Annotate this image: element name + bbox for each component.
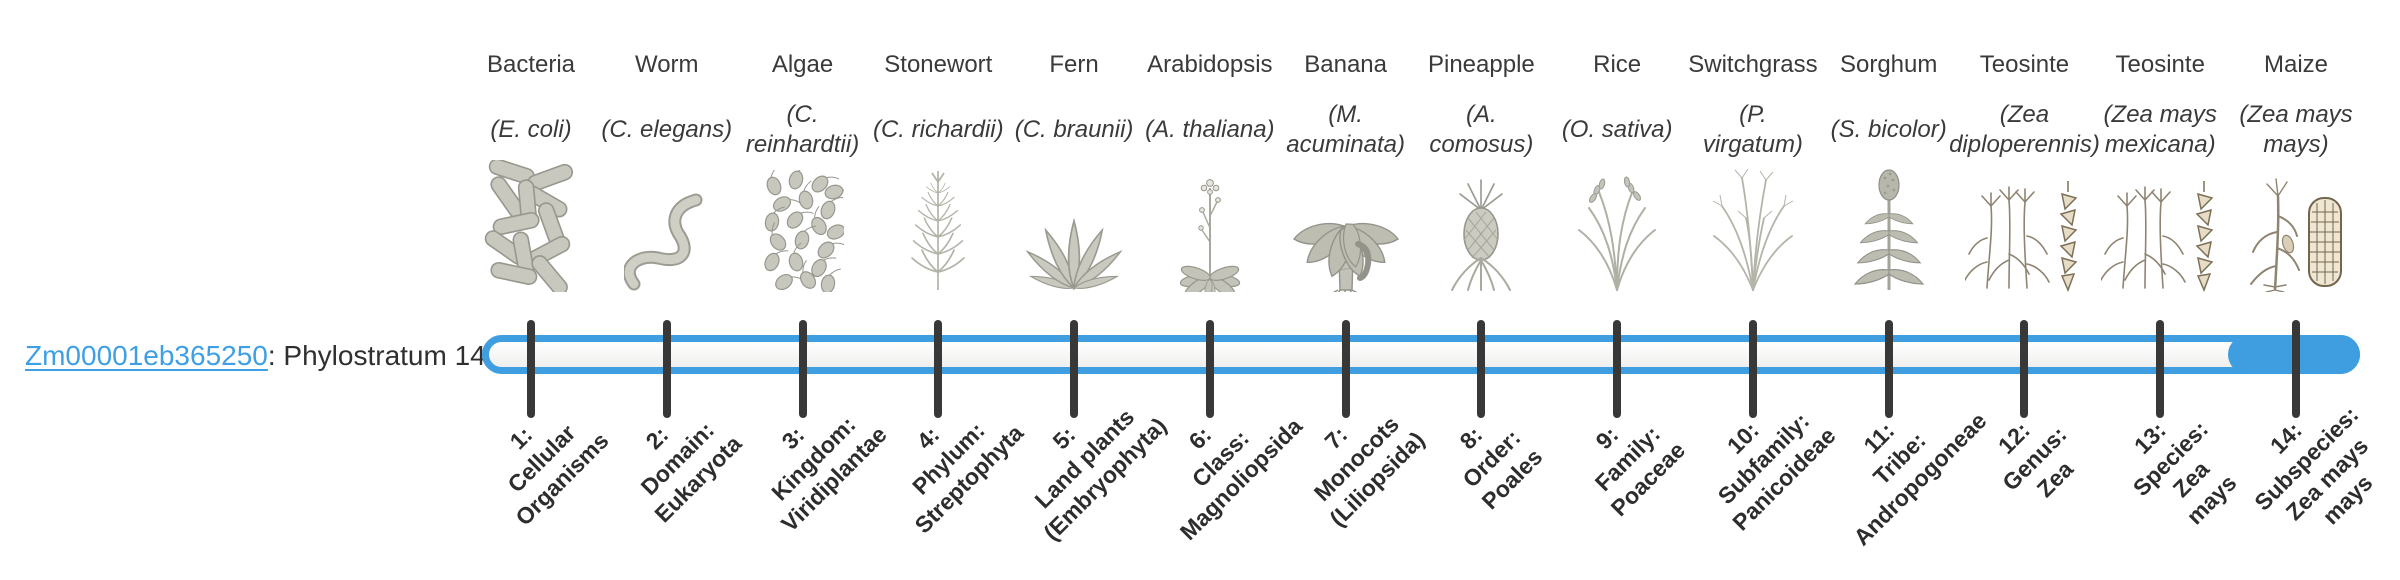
- stratum-label: 8: Order: Poales: [1454, 421, 1548, 515]
- organism-scientific-name: (S. bicolor): [1830, 116, 1947, 143]
- organism-scientific-name: (C. richardii): [872, 116, 1004, 143]
- organism-scientific-name: (Zea mays mays): [2239, 101, 2353, 158]
- organism-common-name: Pineapple: [1427, 51, 1535, 78]
- gene-label: Zm00001eb365250: Phylostratum 14: [25, 340, 486, 372]
- organism-scientific-name: (C. elegans): [601, 116, 733, 143]
- organism-common-name: Worm: [634, 51, 699, 78]
- organism-common-name: Bacteria: [486, 51, 576, 78]
- stratum-label: 7: Monocots (Liliopsida): [1308, 410, 1430, 532]
- maize-icon: [2221, 168, 2371, 292]
- phylostratum-tick: [2292, 320, 2300, 418]
- organism-scientific-name: (C. reinhardtii): [745, 101, 860, 158]
- algae-icon: [728, 168, 878, 292]
- arabidopsis-icon: [1135, 168, 1285, 292]
- organism-scientific-name: (Zea diploperennis): [1949, 101, 2100, 158]
- stratum-label: 3: Kingdom: Viridiplantae: [765, 411, 892, 537]
- phylostratum-tick: [1070, 320, 1079, 418]
- phylostratum-tick: [934, 320, 943, 418]
- bacteria-icon: [456, 160, 606, 292]
- sorghum-icon: [1814, 168, 1964, 292]
- organism-common-name: Banana: [1304, 51, 1387, 78]
- phylostratum-tick: [1341, 320, 1350, 418]
- organism-common-name: Teosinte: [2115, 51, 2205, 78]
- organism-common-name: Fern: [1049, 51, 1099, 78]
- gene-id-link[interactable]: Zm00001eb365250: [25, 340, 268, 371]
- organism-common-name: Maize: [2263, 51, 2329, 78]
- switchgrass-icon: [1678, 168, 1828, 292]
- organism-common-name: Stonewort: [884, 51, 993, 78]
- rice-icon: [1542, 168, 1692, 292]
- organism-common-name: Arabidopsis: [1147, 51, 1273, 78]
- organism-common-name: Algae: [771, 51, 834, 78]
- stratum-label: 1: Cellular Organisms: [502, 419, 614, 531]
- phylostratum-tick: [2156, 320, 2165, 418]
- phylostratum-tick: [2020, 320, 2029, 418]
- stratum-label: 2: Domain: Eukaryota: [635, 416, 747, 528]
- phylostratum-tick: [1748, 320, 1757, 418]
- stonewort-icon: [863, 168, 1013, 292]
- stratum-label: 5: Land plants (Embryophyta): [1029, 403, 1172, 546]
- banana-icon: [1271, 168, 1421, 292]
- fern-icon: [999, 168, 1149, 292]
- phylostratum-tick: [1205, 320, 1214, 418]
- organism-scientific-name: (P. virgatum): [1702, 101, 1803, 158]
- phylostratum-bar-track: [482, 335, 2360, 374]
- stratum-label: 10: Subfamily: Panicoideae: [1712, 407, 1841, 536]
- stratum-label: 14: Subspecies: Zea mays mays: [2249, 401, 2378, 530]
- stratum-label: 11: Tribe: Andropogoneae: [1848, 407, 1992, 551]
- organism-common-name: Switchgrass: [1688, 51, 1818, 78]
- teosinte-icon: [2085, 168, 2235, 292]
- organism-scientific-name: (A. comosus): [1429, 101, 1534, 158]
- phylostratum-tick: [1884, 320, 1893, 418]
- organism-scientific-name: (E. coli): [490, 116, 572, 143]
- phylostratum-tick: [1477, 320, 1486, 418]
- gene-phylostratum-text: : Phylostratum 14: [267, 340, 486, 371]
- organism-scientific-name: (M. acuminata): [1286, 101, 1405, 158]
- organism-scientific-name: (Zea mays mexicana): [2103, 101, 2217, 158]
- organism-common-name: Teosinte: [1979, 51, 2070, 78]
- phylostratum-tick: [1613, 320, 1622, 418]
- phylostratum-tick: [798, 320, 807, 418]
- stratum-label: 12: Genus: Zea: [1993, 416, 2079, 503]
- pineapple-icon: [1406, 168, 1556, 292]
- stratum-label: 4: Phylum: Streptophyta: [907, 417, 1029, 539]
- stratum-label: 9: Family: Poaceae: [1589, 420, 1691, 522]
- organism-common-name: Rice: [1593, 51, 1642, 78]
- organism-scientific-name: (O. sativa): [1561, 116, 1673, 143]
- organism-common-name: Sorghum: [1839, 51, 1938, 78]
- stratum-label: 6: Class: Magnoliopsida: [1174, 412, 1307, 546]
- organism-scientific-name: (C. braunii): [1014, 116, 1134, 143]
- worm-icon: [592, 168, 742, 292]
- phylostratum-tick: [527, 320, 535, 418]
- phylostratum-tick: [662, 320, 671, 418]
- teosinte-icon: [1949, 168, 2099, 292]
- organism-scientific-name: (A. thaliana): [1145, 116, 1275, 143]
